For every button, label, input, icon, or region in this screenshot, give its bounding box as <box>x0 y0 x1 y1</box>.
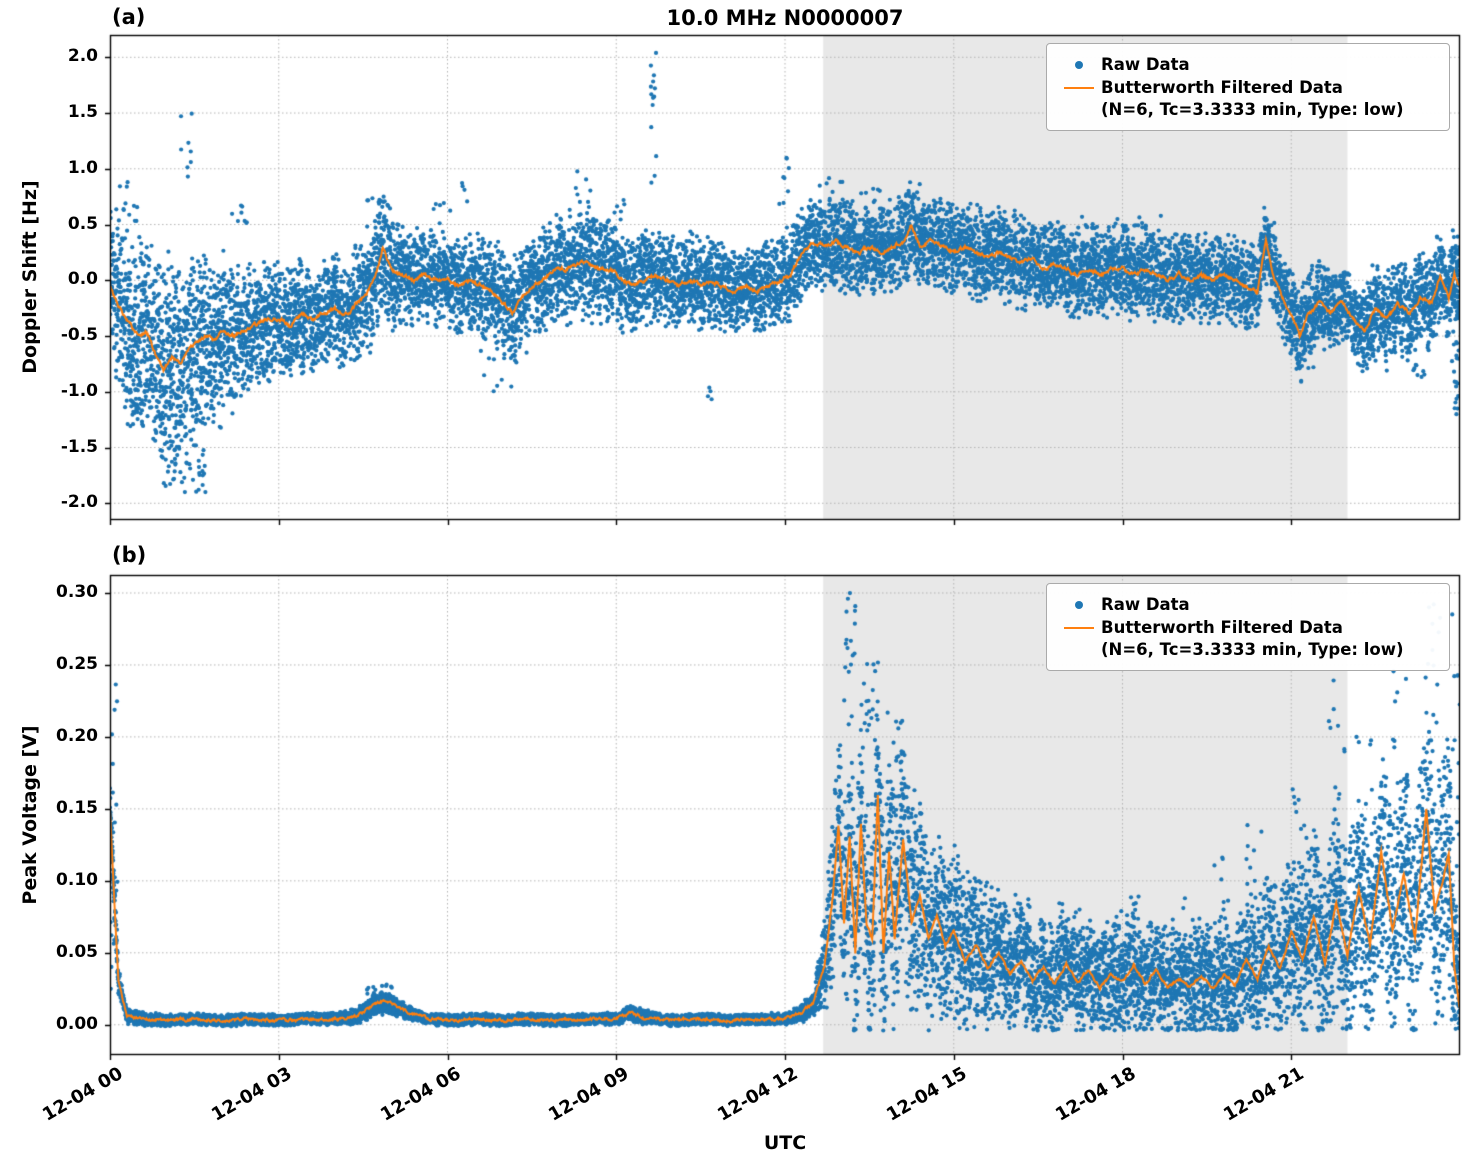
legend-filtered-text: Butterworth Filtered Data (N=6, Tc=3.3333… <box>1101 617 1404 660</box>
y-tick-label: 2.0 <box>67 46 98 67</box>
y-tick-label: 0.05 <box>56 941 98 962</box>
y-tick-label: -2.0 <box>60 492 98 513</box>
y-tick-label: -1.0 <box>60 380 98 401</box>
legend-a: Raw Data Butterworth Filtered Data (N=6, … <box>1046 43 1450 132</box>
y-tick-label: -0.5 <box>60 325 98 346</box>
raw-data-dot-icon <box>1057 594 1101 615</box>
y-tick-label: 0.30 <box>56 581 98 602</box>
y-tick-label: 0.10 <box>56 869 98 890</box>
legend-entry-filtered: Butterworth Filtered Data (N=6, Tc=3.3333… <box>1057 617 1439 660</box>
y-tick-label: 0.00 <box>56 1013 98 1034</box>
legend-b: Raw Data Butterworth Filtered Data (N=6, … <box>1046 583 1450 672</box>
y-tick-label: 0.20 <box>56 725 98 746</box>
legend-raw-label: Raw Data <box>1101 55 1190 74</box>
y-tick-label: -1.5 <box>60 436 98 457</box>
panel-b-label: (b) <box>112 543 147 567</box>
filtered-line-icon <box>1057 77 1101 98</box>
y-tick-label: 0.5 <box>67 213 98 234</box>
legend-filtered-text: Butterworth Filtered Data (N=6, Tc=3.3333… <box>1101 77 1404 120</box>
y-tick-label: 0.15 <box>56 797 98 818</box>
legend-entry-raw: Raw Data <box>1057 594 1439 615</box>
y-tick-label: 1.5 <box>67 102 98 123</box>
legend-filtered-label: Butterworth Filtered Data <box>1101 78 1343 98</box>
panel-a-label: (a) <box>112 5 146 29</box>
y-tick-label: 1.0 <box>67 157 98 178</box>
legend-filtered-label: Butterworth Filtered Data <box>1101 618 1343 638</box>
legend-entry-raw: Raw Data <box>1057 54 1439 75</box>
raw-data-dot-icon <box>1057 54 1101 75</box>
y-tick-label: 0.25 <box>56 653 98 674</box>
filtered-line-icon <box>1057 617 1101 638</box>
legend-filtered-sublabel: (N=6, Tc=3.3333 min, Type: low) <box>1101 99 1404 119</box>
legend-filtered-sublabel: (N=6, Tc=3.3333 min, Type: low) <box>1101 639 1404 659</box>
x-axis-label: UTC <box>763 1132 807 1154</box>
y-tick-label: 0.0 <box>67 269 98 290</box>
legend-raw-label: Raw Data <box>1101 595 1190 614</box>
legend-entry-filtered: Butterworth Filtered Data (N=6, Tc=3.3333… <box>1057 77 1439 120</box>
chart-title: 10.0 MHz N0000007 <box>666 6 904 30</box>
